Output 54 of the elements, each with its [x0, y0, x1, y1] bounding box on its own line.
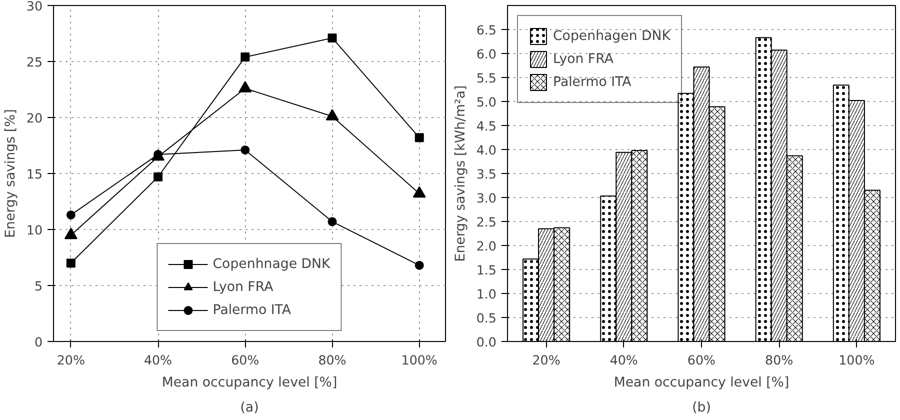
point [66, 210, 76, 220]
x-tick-label: 40% [144, 352, 172, 368]
x-tick-label: 20% [532, 352, 560, 368]
y-tick-label: 3.0 [476, 190, 497, 206]
legend-label: Copenhnage DNK [212, 256, 330, 272]
x-axis-title: Mean occupancy level [%] [162, 376, 338, 390]
y-tick-label: 3.5 [476, 166, 497, 182]
y-tick-label: 10 [26, 222, 43, 238]
y-tick-label: 5.5 [476, 70, 497, 86]
point [328, 217, 337, 226]
legend-label: Palermo ITA [212, 302, 292, 318]
y-tick-label: 6.0 [476, 46, 497, 62]
x-tick-label: 100% [401, 352, 438, 368]
x-tick-label: 20% [56, 352, 85, 368]
text: (b) [692, 400, 711, 416]
x-tick-label: 100% [838, 352, 875, 368]
y-tick-label: 5.0 [476, 94, 497, 110]
y-tick-label: 15 [26, 166, 43, 182]
point [64, 228, 78, 240]
text: (a) [240, 400, 259, 416]
legend-label: Palermo ITA [553, 74, 632, 90]
point [414, 133, 424, 142]
x-tick-label: 80% [765, 352, 794, 368]
legend-label: Lyon FRA [212, 280, 274, 294]
y-tick-label: 4.5 [476, 118, 497, 134]
y-tick-label: 0.0 [476, 334, 497, 350]
y-tick-label: 1.5 [476, 262, 497, 278]
x-tick-label: 60% [687, 352, 716, 368]
point [154, 172, 163, 182]
y-tick-label: 0.5 [476, 310, 497, 326]
x-axis-title: Mean occupancy level [%] [614, 376, 790, 390]
x-tick-label: 40% [610, 352, 638, 368]
y-tick-label: 2.0 [476, 238, 497, 254]
point [328, 33, 337, 42]
y-tick-label: 4.0 [476, 142, 497, 158]
y-tick-label: 2.5 [476, 214, 497, 230]
legend-label: Copenhagen DNK [553, 28, 670, 44]
legend-label: Lyon FRA [553, 52, 614, 66]
y-tick-label: 0 [34, 334, 43, 350]
y-axis-title: Energy savings [%] [3, 109, 18, 238]
point [66, 258, 76, 268]
y-tick-label: 30 [26, 0, 43, 14]
y-tick-label: 5 [34, 278, 43, 294]
y-tick-label: 6.5 [476, 22, 497, 38]
y-tick-label: 25 [26, 54, 43, 70]
x-tick-label: 60% [231, 352, 260, 368]
y-tick-label: 20 [26, 110, 43, 126]
y-axis-title: Energy savings [kWh/m²a] [453, 85, 468, 262]
y-tick-label: 1.0 [476, 286, 497, 302]
point [412, 186, 426, 198]
x-tick-label: 80% [318, 352, 346, 368]
point [414, 260, 424, 270]
point [240, 52, 250, 62]
point [240, 145, 250, 154]
